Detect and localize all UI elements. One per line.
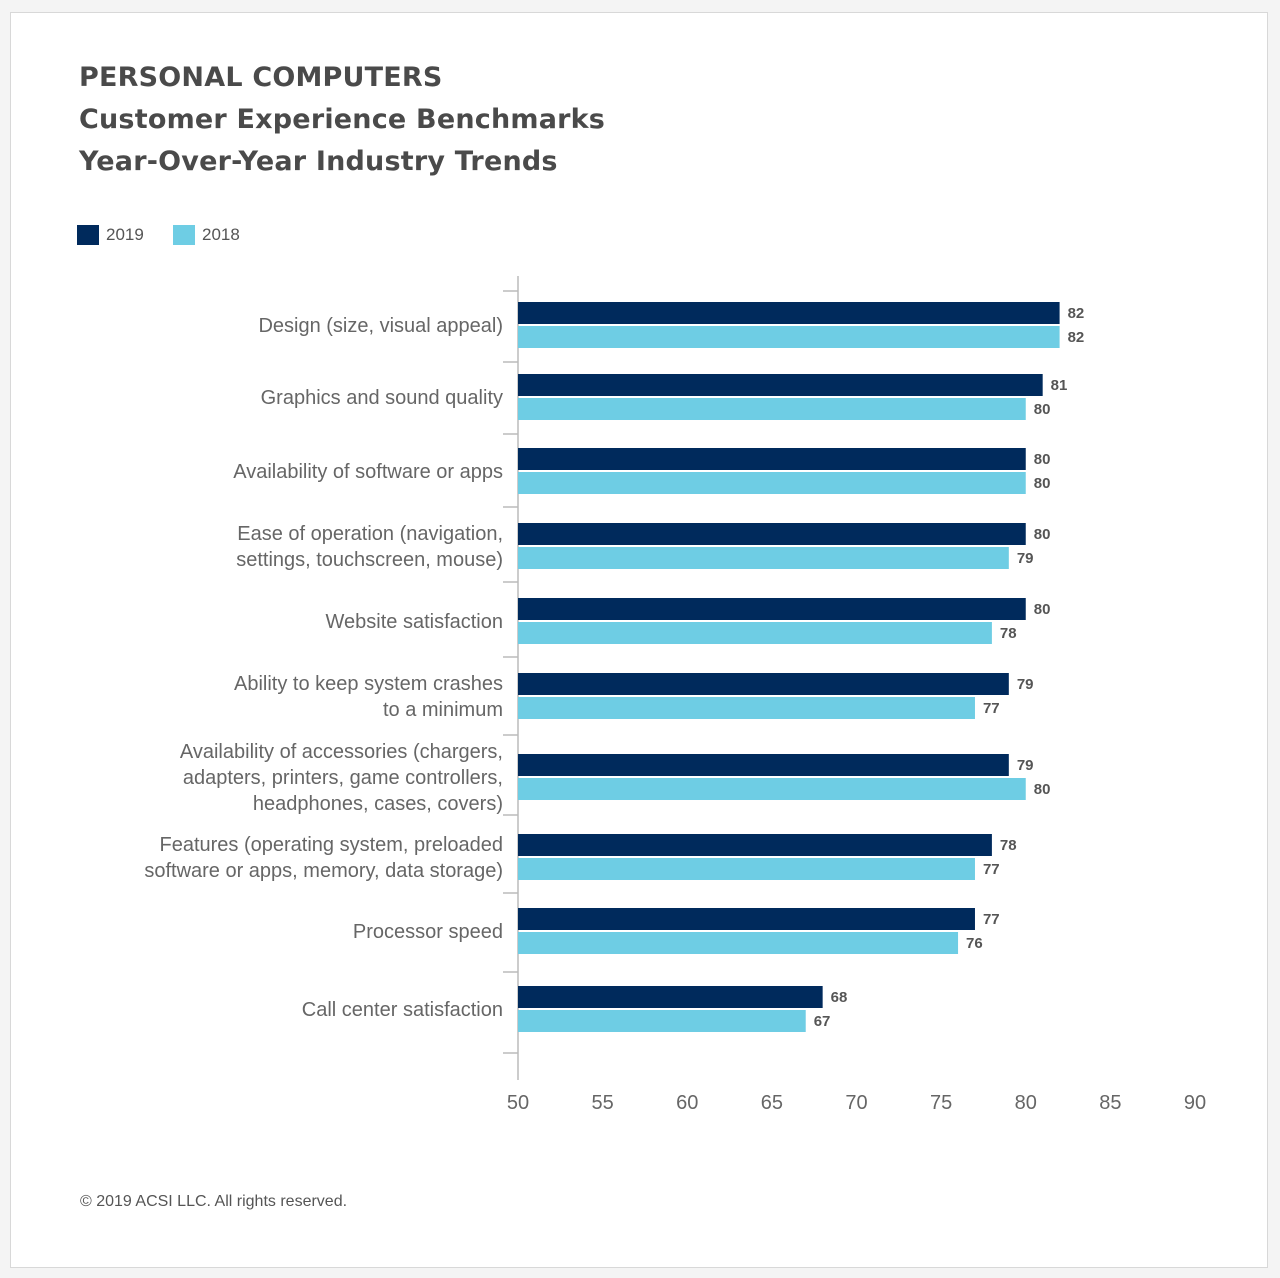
category-label: Availability of accessories (chargers, xyxy=(180,741,503,763)
category-label: Call center satisfaction xyxy=(302,999,503,1021)
data-label-2018: 78 xyxy=(1000,625,1017,642)
data-label-2019: 81 xyxy=(1051,377,1068,394)
data-label-2018: 82 xyxy=(1068,329,1085,346)
category-label: Ability to keep system crashes xyxy=(234,673,503,695)
category-label: Ease of operation (navigation, xyxy=(237,523,503,545)
data-label-2018: 80 xyxy=(1034,475,1051,492)
data-label-2019: 79 xyxy=(1017,676,1034,693)
bar-2018 xyxy=(518,932,959,954)
bar-2019 xyxy=(518,908,975,930)
data-label-2019: 80 xyxy=(1034,601,1051,618)
data-label-2018: 80 xyxy=(1034,401,1051,418)
bar-2019 xyxy=(518,986,823,1008)
bar-2019 xyxy=(518,673,1009,695)
copyright-footer: © 2019 ACSI LLC. All rights reserved. xyxy=(80,1193,348,1210)
legend-item-2019: 2019 xyxy=(77,225,144,245)
x-tick-label: 65 xyxy=(761,1092,783,1114)
data-label-2018: 67 xyxy=(814,1013,831,1030)
x-tick-label: 60 xyxy=(676,1092,698,1114)
data-label-2019: 80 xyxy=(1034,451,1051,468)
category-label: to a minimum xyxy=(383,699,503,721)
bar-2019 xyxy=(518,374,1043,396)
category-label: Processor speed xyxy=(353,921,503,943)
category-label: Availability of software or apps xyxy=(233,461,503,483)
legend-label: 2019 xyxy=(106,225,144,244)
bar-2018 xyxy=(518,778,1026,800)
bar-2019 xyxy=(518,598,1026,620)
category-label: headphones, cases, covers) xyxy=(253,793,503,815)
category-label: Website satisfaction xyxy=(326,611,504,633)
x-tick-label: 55 xyxy=(592,1092,614,1114)
legend-label: 2018 xyxy=(202,225,240,244)
bar-2018 xyxy=(518,697,975,719)
x-tick-label: 85 xyxy=(1099,1092,1121,1114)
category-label: Graphics and sound quality xyxy=(261,387,503,409)
legend-swatch-2019 xyxy=(77,225,99,245)
data-label-2019: 79 xyxy=(1017,757,1034,774)
data-label-2019: 68 xyxy=(831,989,848,1006)
data-label-2018: 80 xyxy=(1034,781,1051,798)
x-tick-label: 80 xyxy=(1015,1092,1037,1114)
category-label: Features (operating system, preloaded xyxy=(159,834,503,856)
data-label-2018: 76 xyxy=(966,935,983,952)
legend-item-2018: 2018 xyxy=(173,225,240,245)
bar-2018 xyxy=(518,547,1009,569)
data-label-2019: 77 xyxy=(983,911,1000,928)
category-label: adapters, printers, game controllers, xyxy=(183,767,503,789)
bar-2019 xyxy=(518,834,992,856)
bar-2019 xyxy=(518,302,1060,324)
data-label-2018: 77 xyxy=(983,700,1000,717)
bar-2018 xyxy=(518,622,992,644)
category-label: software or apps, memory, data storage) xyxy=(144,860,503,882)
chart-subtitle-2: Year-Over-Year Industry Trends xyxy=(79,146,558,177)
x-tick-label: 70 xyxy=(845,1092,867,1114)
data-label-2018: 79 xyxy=(1017,550,1034,567)
x-tick-label: 50 xyxy=(507,1092,529,1114)
category-label: Design (size, visual appeal) xyxy=(258,315,503,337)
legend-swatch-2018 xyxy=(173,225,195,245)
data-label-2018: 77 xyxy=(983,861,1000,878)
bar-2018 xyxy=(518,326,1060,348)
bar-2019 xyxy=(518,754,1009,776)
data-label-2019: 80 xyxy=(1034,526,1051,543)
bar-2018 xyxy=(518,472,1026,494)
chart-subtitle: Customer Experience Benchmarks xyxy=(79,104,606,135)
bar-2018 xyxy=(518,398,1026,420)
bar-2018 xyxy=(518,1010,806,1032)
bar-2019 xyxy=(518,448,1026,470)
data-label-2019: 82 xyxy=(1068,305,1085,322)
bar-2018 xyxy=(518,858,975,880)
x-tick-label: 90 xyxy=(1184,1092,1206,1114)
data-label-2019: 78 xyxy=(1000,837,1017,854)
chart-title: PERSONAL COMPUTERS xyxy=(79,62,443,93)
bar-2019 xyxy=(518,523,1026,545)
category-label: settings, touchscreen, mouse) xyxy=(236,549,503,571)
x-tick-label: 75 xyxy=(930,1092,952,1114)
